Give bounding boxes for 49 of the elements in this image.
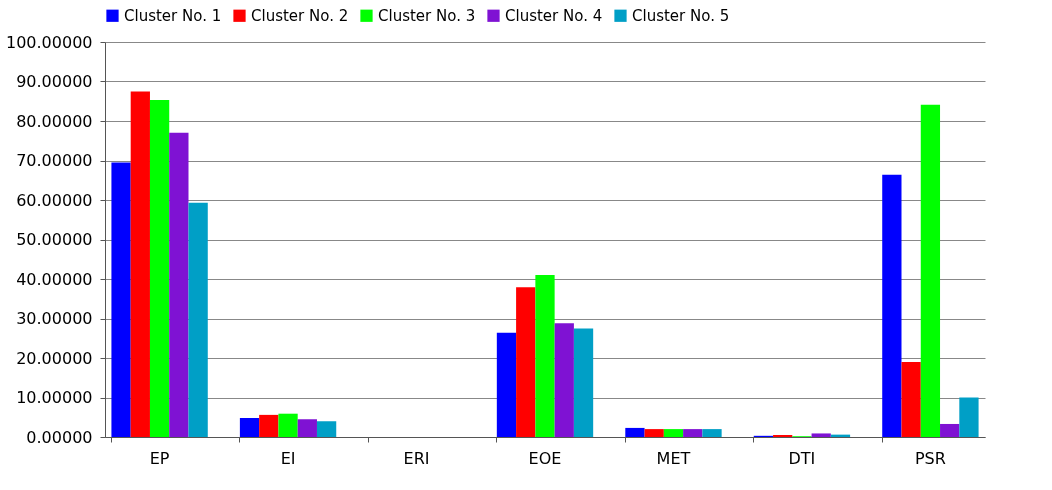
legend-label: Cluster No. 2 <box>251 6 349 25</box>
bar <box>683 429 703 437</box>
y-tick-label: 100.00000 <box>5 32 93 52</box>
bar <box>702 429 722 437</box>
bar <box>297 419 317 437</box>
legend-label: Cluster No. 4 <box>505 6 603 25</box>
bar <box>259 414 279 437</box>
y-tick-label: 40.00000 <box>16 269 93 289</box>
bar <box>149 100 170 437</box>
x-tick-label: ERI <box>403 448 430 468</box>
x-tick-label: MET <box>656 448 691 468</box>
y-tick-label: 20.00000 <box>16 348 93 368</box>
x-tick-label: EOE <box>528 448 562 468</box>
legend-label: Cluster No. 5 <box>632 6 730 25</box>
bar <box>516 287 536 437</box>
y-tick-label: 30.00000 <box>16 309 93 328</box>
bar <box>940 423 960 437</box>
bar <box>901 361 921 437</box>
bar <box>554 323 574 437</box>
bar <box>130 91 150 437</box>
bar <box>625 427 645 437</box>
bar <box>239 418 260 437</box>
y-tick-label: 90.00000 <box>16 72 93 91</box>
bar <box>920 104 941 437</box>
legend-label: Cluster No. 3 <box>378 6 476 25</box>
y-tick-label: 60.00000 <box>16 190 93 210</box>
bar <box>496 332 517 437</box>
y-tick-label: 50.00000 <box>16 230 93 249</box>
bar <box>811 433 831 437</box>
bar <box>111 162 131 437</box>
x-tick-label: EP <box>149 448 170 468</box>
legend-label: Cluster No. 1 <box>124 6 222 25</box>
bar <box>882 174 902 437</box>
bar <box>169 132 189 437</box>
y-tick-label: 70.00000 <box>16 151 93 170</box>
x-tick-label: EI <box>280 448 296 468</box>
y-tick-label: 80.00000 <box>16 111 93 131</box>
x-tick-label: DTI <box>788 448 816 468</box>
bar <box>188 202 208 437</box>
bar <box>278 413 298 437</box>
bar <box>959 397 979 437</box>
x-tick-label: PSR <box>914 448 946 468</box>
y-tick-label: 0.00000 <box>26 427 93 447</box>
bar <box>535 275 555 437</box>
bar <box>316 421 337 437</box>
bar <box>663 429 684 437</box>
y-tick-label: 10.00000 <box>16 388 93 407</box>
bar <box>573 328 594 437</box>
bar <box>644 429 664 437</box>
